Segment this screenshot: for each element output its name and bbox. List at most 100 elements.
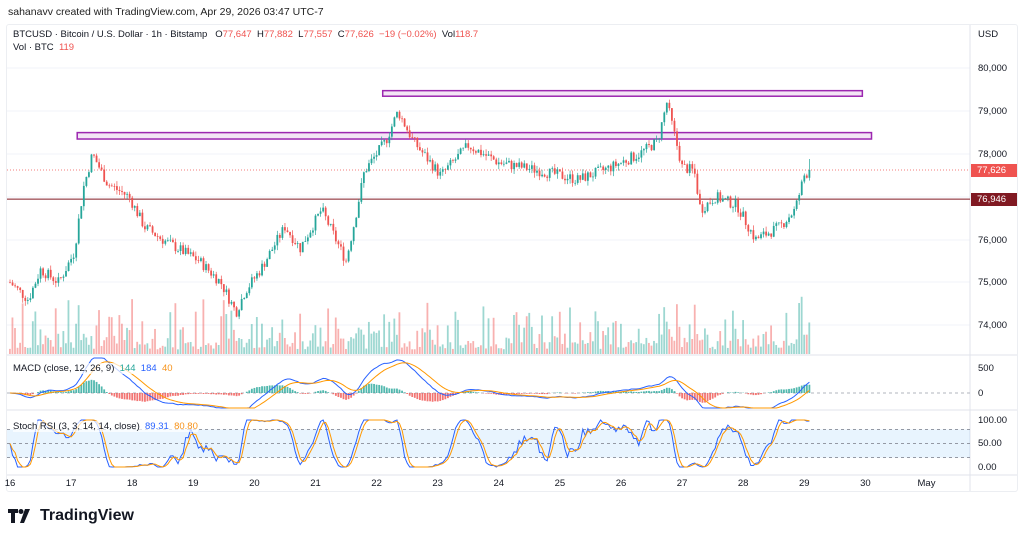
candle (281, 227, 284, 238)
candle (85, 176, 88, 186)
macd-histogram-bar (477, 392, 480, 393)
open-label: O (215, 29, 223, 40)
time-tick: 21 (310, 478, 321, 489)
volume-bar (406, 346, 408, 354)
macd-histogram-bar (210, 393, 213, 395)
candle (32, 287, 34, 299)
candle (495, 159, 498, 165)
macd-histogram-bar (294, 391, 297, 393)
macd-histogram-bar (133, 393, 136, 401)
volume-bar (29, 347, 32, 354)
volume-bar (711, 346, 714, 354)
volume-bar (47, 337, 49, 354)
macd-histogram-bar (683, 393, 686, 400)
macd-histogram-bar (393, 388, 396, 393)
volume-bar (642, 344, 645, 354)
volume-bar (653, 340, 655, 354)
candle (439, 171, 442, 176)
candle (472, 149, 475, 152)
candle (556, 169, 559, 174)
macd-histogram-bar (439, 393, 442, 401)
candle (645, 144, 648, 150)
symbol-label[interactable]: BTCUSD · Bitcoin / U.S. Dollar · 1h · Bi… (13, 29, 208, 40)
volume-bar (243, 347, 246, 354)
volume-bar (42, 344, 44, 354)
macd-histogram-bar (546, 393, 549, 395)
macd-histogram-bar (67, 391, 70, 393)
volume-bar (701, 339, 704, 354)
candle (82, 185, 85, 207)
macd-histogram-bar (340, 393, 342, 398)
macd-histogram-bar (49, 390, 52, 393)
volume-bar (87, 344, 90, 354)
candle (681, 160, 683, 165)
volume-bar (805, 334, 808, 354)
macd-histogram-bar (434, 393, 437, 402)
vol-value: 118.7 (455, 29, 479, 40)
candle (16, 286, 19, 288)
candle (630, 152, 633, 165)
volume-bar (648, 342, 650, 354)
candle (340, 244, 342, 247)
candle (268, 251, 271, 260)
volume-bar (151, 338, 154, 354)
volume-bar (159, 347, 162, 354)
macd-label[interactable]: MACD (close, 12, 26, 9) (13, 363, 115, 374)
candle (515, 162, 518, 167)
macd-histogram-bar (630, 391, 633, 393)
volume-bar (528, 312, 531, 354)
macd-histogram-bar (643, 391, 645, 393)
candle (192, 252, 195, 257)
candle (116, 186, 118, 190)
volume-bar (614, 321, 617, 354)
candle (131, 197, 134, 208)
macd-histogram-bar (625, 391, 627, 393)
candle (772, 225, 775, 237)
candle (24, 297, 27, 301)
candle (676, 131, 678, 146)
macd-histogram-bar (727, 392, 729, 393)
volume-series-label[interactable]: Vol · BTC (13, 42, 54, 53)
candle (709, 202, 712, 204)
volume-bar (268, 337, 271, 354)
volume-bar (304, 349, 307, 354)
macd-histogram-bar (696, 393, 699, 401)
candle (345, 260, 347, 262)
macd-histogram-bar (90, 379, 93, 393)
macd-histogram-bar (230, 393, 233, 396)
candle (189, 252, 192, 254)
macd-histogram-bar (390, 388, 393, 393)
volume-bar (34, 311, 37, 354)
volume-bar (454, 311, 457, 354)
volume-bar (309, 340, 312, 354)
volume-bar (350, 337, 352, 354)
macd-histogram-bar (98, 384, 101, 393)
macd-histogram-bar (250, 388, 253, 393)
stoch-label[interactable]: Stoch RSI (3, 3, 14, 14, close) (13, 421, 140, 432)
candle (179, 245, 182, 252)
candle (396, 111, 398, 118)
macd-histogram-bar (93, 380, 95, 393)
macd-histogram-bar (699, 393, 701, 402)
macd-histogram-bar (574, 393, 577, 394)
candle (332, 223, 335, 231)
macd-histogram-bar (676, 393, 678, 394)
macd-histogram-bar (47, 390, 50, 393)
candle (306, 237, 309, 242)
time-tick: 22 (371, 478, 382, 489)
volume-bar (337, 328, 340, 354)
candle (60, 277, 62, 278)
macd-histogram-bar (286, 386, 289, 393)
currency-label[interactable]: USD (978, 29, 999, 40)
candle (166, 239, 169, 241)
volume-bar (324, 341, 327, 354)
volume-bar (757, 335, 760, 354)
volume-bar (663, 307, 666, 354)
volume-bar (299, 313, 302, 354)
volume-bar (693, 304, 696, 354)
candle (599, 166, 602, 168)
volume-bar (52, 346, 55, 354)
candle (342, 246, 345, 261)
time-tick: 19 (188, 478, 199, 489)
